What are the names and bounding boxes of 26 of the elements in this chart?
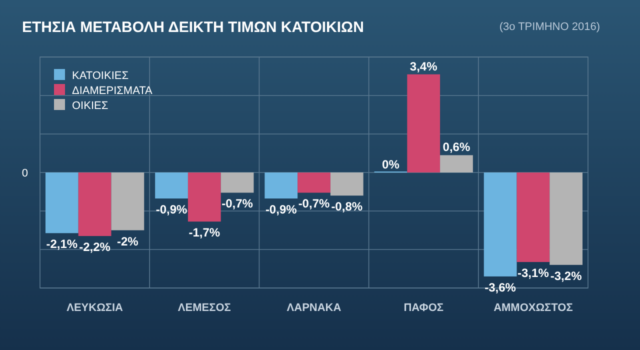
chart-subtitle: (3ο ΤΡΙΜΗΝΟ 2016) bbox=[499, 21, 600, 33]
data-label: 0,6% bbox=[442, 140, 470, 154]
x-tick-label: ΛΕΜΕΣΟΣ bbox=[178, 302, 232, 314]
data-label: -2,1% bbox=[46, 237, 78, 252]
data-label: -3,1% bbox=[518, 266, 550, 280]
data-label: -2,2% bbox=[79, 240, 111, 254]
data-label: 3,4% bbox=[410, 59, 438, 74]
data-label: -1,7% bbox=[188, 226, 220, 240]
x-tick-label: ΠΑΦΟΣ bbox=[404, 302, 444, 314]
x-tick-label: ΛΕΥΚΩΣΙΑ bbox=[66, 302, 124, 314]
legend-label: ΚΑΤΟΙΚΙΕΣ bbox=[72, 70, 129, 82]
data-label: -0,7% bbox=[222, 196, 254, 211]
data-label: -0,8% bbox=[331, 200, 363, 214]
legend-label: ΟΙΚΙΕΣ bbox=[72, 100, 108, 112]
legend-label: ΔΙΑΜΕΡΙΣΜΑΤΑ bbox=[72, 85, 154, 97]
data-label: -2% bbox=[117, 234, 139, 248]
chart-title: ΕΤΗΣΙΑ ΜΕΤΑΒΟΛΗ ΔΕΙΚΤΗ ΤΙΜΩΝ ΚΑΤΟΙΚΙΩΝ bbox=[22, 19, 364, 36]
data-label: -0,7% bbox=[298, 196, 330, 211]
x-tick-label: ΛΑΡΝΑΚΑ bbox=[286, 302, 342, 314]
data-label: 0% bbox=[382, 158, 400, 172]
data-label: -0,9% bbox=[265, 202, 298, 216]
text: 0 bbox=[22, 168, 28, 180]
x-tick-label: ΑΜΜΟΧΩΣΤΟΣ bbox=[494, 302, 574, 314]
data-label: -3,6% bbox=[484, 280, 516, 294]
data-label: -0,9% bbox=[156, 202, 188, 216]
data-label: -3,2% bbox=[550, 268, 582, 283]
